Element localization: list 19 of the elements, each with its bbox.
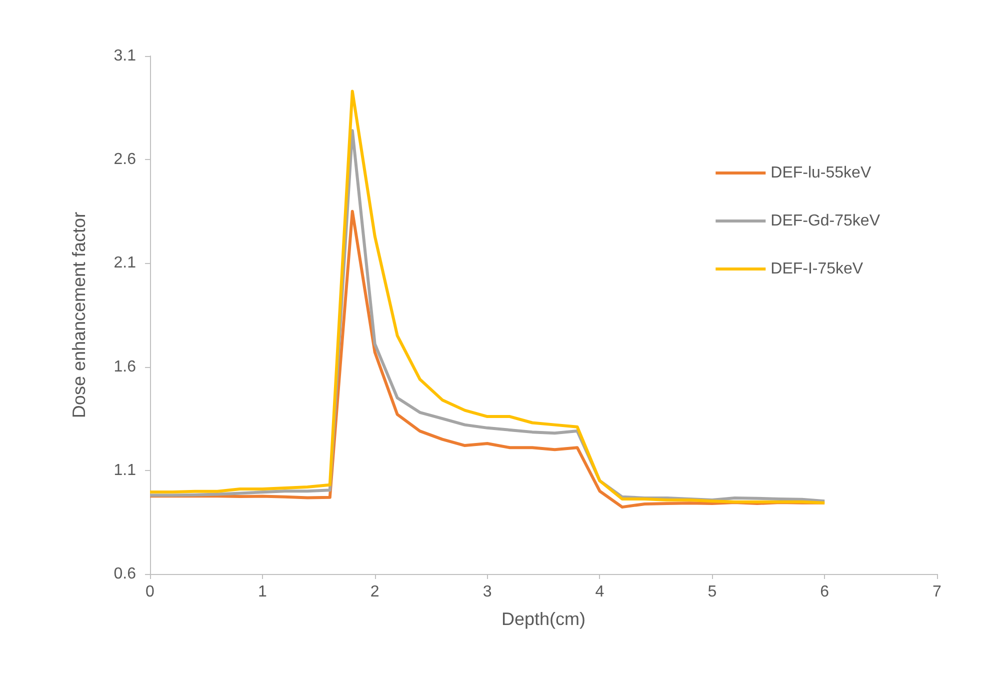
y-tick-label: 1.1: [114, 462, 136, 479]
y-tick-label: 0.6: [114, 566, 136, 582]
y-tick-label: 3.1: [114, 48, 136, 64]
x-tick-label: 0: [146, 584, 155, 600]
y-tick-label: 2.1: [114, 254, 136, 272]
x-tick-label: 5: [708, 584, 717, 600]
y-tick-label: 1.6: [114, 358, 136, 376]
x-tick-label: 3: [482, 584, 492, 600]
x-tick-label: 7: [932, 584, 942, 600]
y-tick-label: 2.6: [114, 151, 136, 168]
x-tick-label: 4: [595, 584, 604, 600]
x-axis-title: Depth(cm): [501, 609, 586, 629]
legend-label: DEF-Gd-75keV: [770, 212, 880, 230]
y-axis-title: Dose enhancement factor: [69, 212, 89, 418]
legend-label: DEF-I-75keV: [770, 260, 864, 278]
x-tick-label: 1: [258, 584, 267, 600]
x-tick-label: 2: [370, 584, 380, 600]
x-tick-label: 6: [820, 584, 830, 600]
legend-label: DEF-lu-55keV: [770, 164, 872, 182]
